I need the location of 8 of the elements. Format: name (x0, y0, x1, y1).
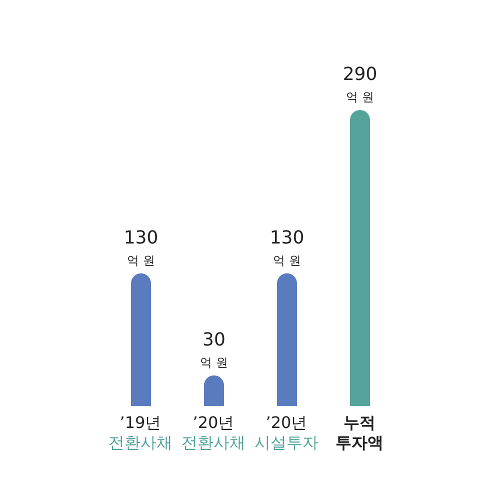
data-label: 290 억 원 (342, 64, 378, 104)
data-label: 30 억 원 (200, 329, 228, 370)
x-tick-label: ’19년 전환사채 (108, 413, 172, 452)
data-label: 130 억 원 (124, 227, 158, 268)
x-tick-label: ’20년 시설투자 (254, 413, 318, 452)
x-tick-label: ’20년 전환사채 (182, 413, 246, 452)
data-label: 130 억 원 (270, 227, 304, 268)
x-tick-label: 누적 투자액 (336, 413, 384, 452)
